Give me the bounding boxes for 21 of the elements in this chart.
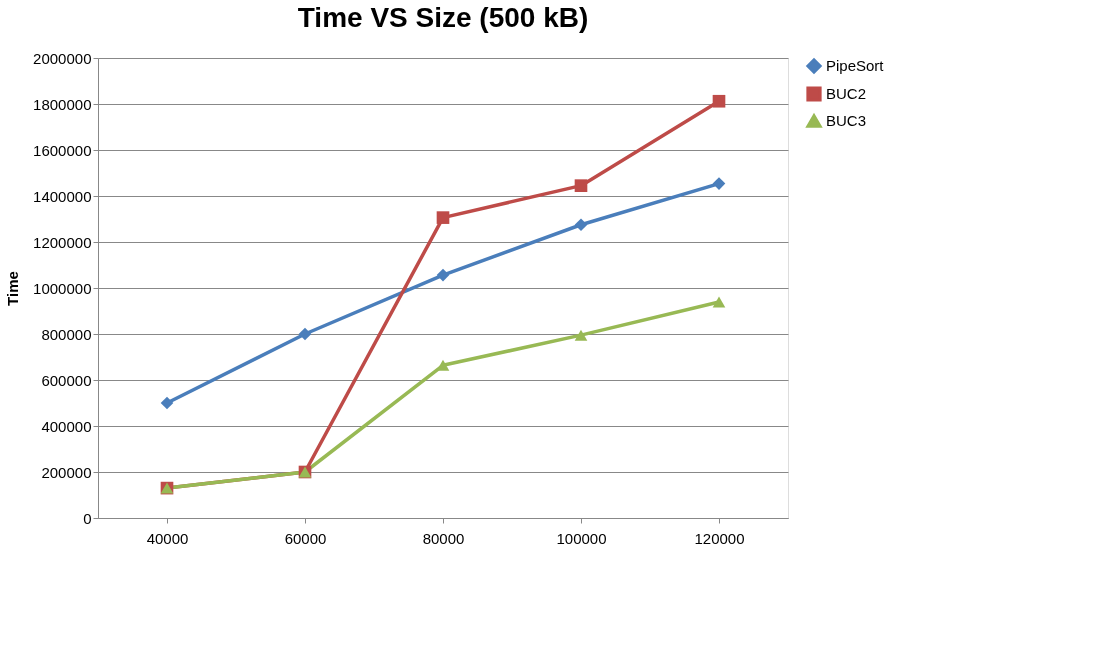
x-tick-label: 100000 xyxy=(556,529,607,547)
y-tick-label: 1400000 xyxy=(33,187,92,205)
legend-label: BUC2 xyxy=(826,85,867,102)
y-tick-label: 0 xyxy=(83,509,92,527)
y-tick-label: 1200000 xyxy=(33,233,92,251)
y-tick-label: 2000000 xyxy=(33,49,92,67)
y-tick-label: 200000 xyxy=(41,463,92,481)
y-tick-label: 1600000 xyxy=(33,141,92,159)
x-tick-label: 60000 xyxy=(284,529,327,547)
y-tick-label: 600000 xyxy=(41,371,92,389)
legend-label: PipeSort xyxy=(826,57,885,74)
y-tick-label: 1000000 xyxy=(33,279,92,297)
y-tick-label: 1800000 xyxy=(33,95,92,113)
x-tick-label: 80000 xyxy=(422,529,465,547)
y-axis-title: Time xyxy=(4,271,22,306)
y-tick-label: 800000 xyxy=(41,325,92,343)
x-tick-label: 120000 xyxy=(694,529,745,547)
chart-title: Time VS Size (500 kB) xyxy=(297,2,589,33)
x-tick-label: 40000 xyxy=(146,529,189,547)
legend-label: BUC3 xyxy=(826,112,867,129)
y-tick-label: 400000 xyxy=(41,417,92,435)
